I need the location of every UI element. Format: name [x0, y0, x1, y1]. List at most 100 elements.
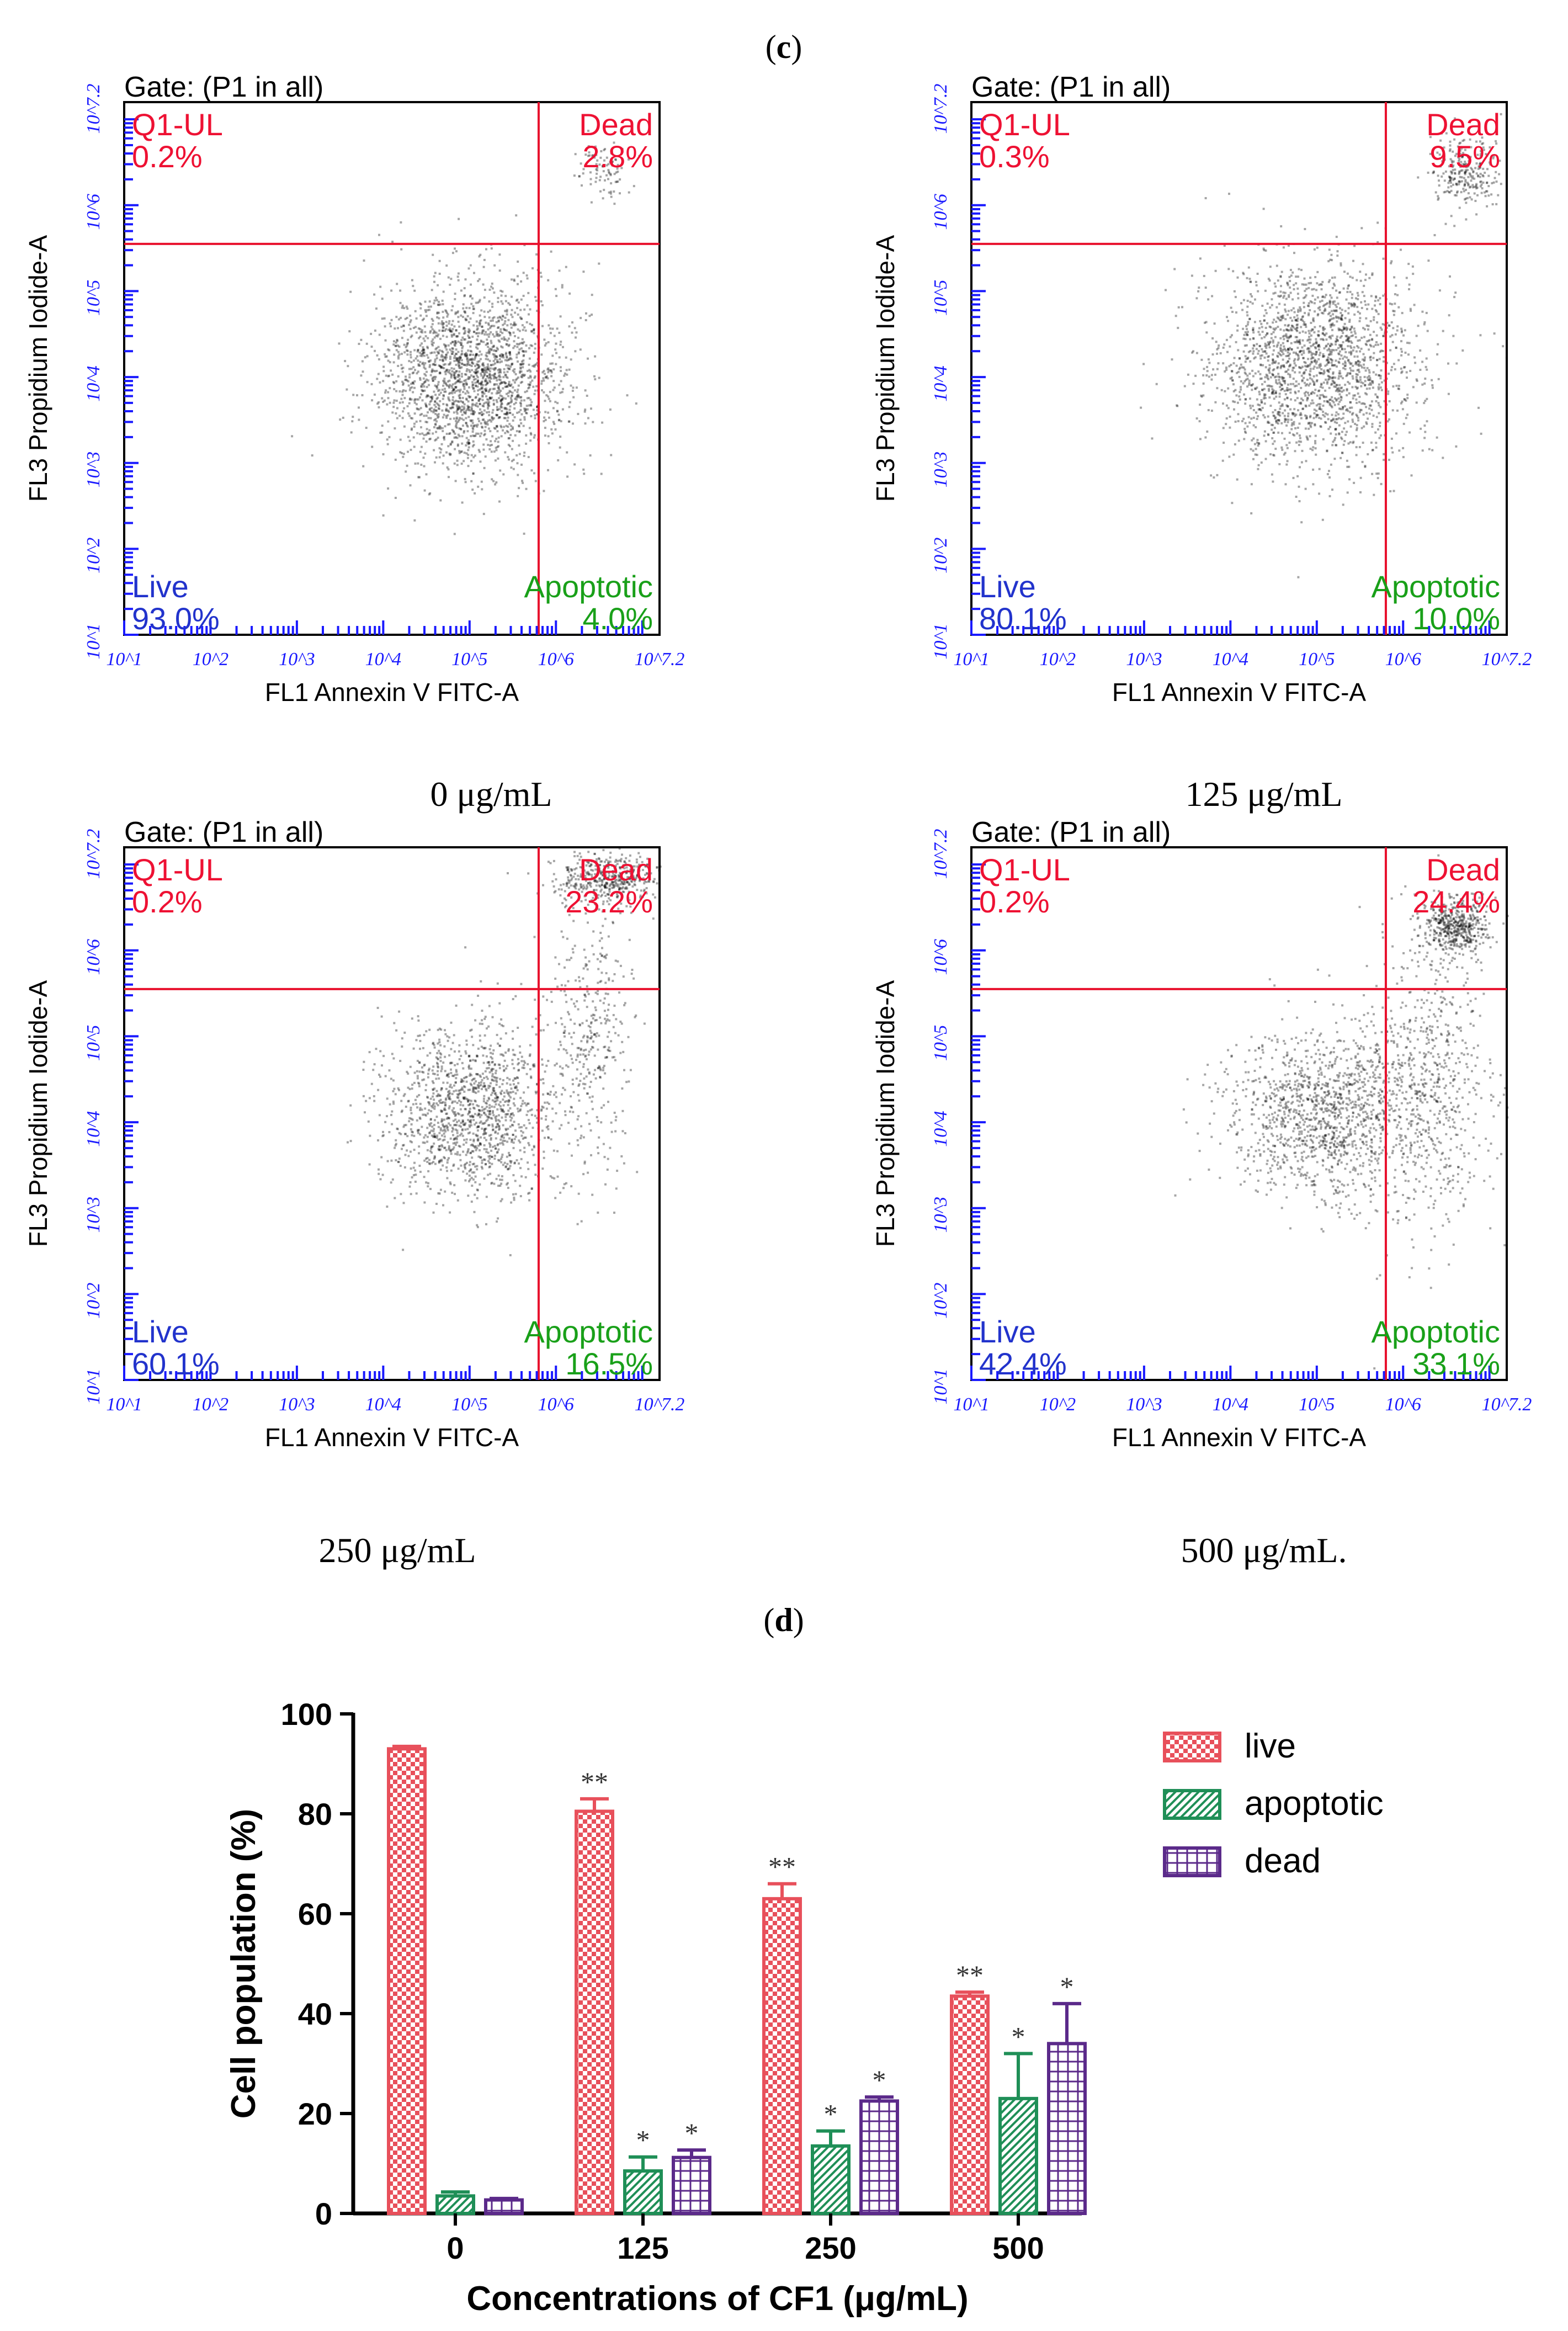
scatter-dot	[1482, 175, 1485, 178]
scatter-dot	[474, 1019, 477, 1022]
scatter-dot	[526, 408, 529, 411]
scatter-dot	[484, 369, 487, 371]
scatter-dot	[1390, 321, 1393, 323]
scatter-dot	[1371, 449, 1374, 452]
scatter-dot	[474, 424, 477, 427]
scatter-dot	[1300, 401, 1303, 404]
scatter-dot	[481, 386, 483, 389]
scatter-dot	[433, 364, 436, 367]
scatter-dot	[1343, 440, 1346, 443]
scatter-dot	[437, 1148, 440, 1150]
scatter-dot	[595, 153, 598, 156]
scatter-dot	[458, 325, 461, 328]
scatter-dot	[1369, 383, 1372, 386]
scatter-dot	[1310, 392, 1313, 395]
scatter-dot	[1253, 344, 1256, 347]
scatter-dot	[1316, 314, 1319, 317]
scatter-dot	[1441, 175, 1443, 178]
scatter-dot	[1313, 392, 1316, 395]
scatter-dot	[522, 373, 525, 376]
scatter-dot	[463, 295, 466, 298]
scatter-dot	[1274, 409, 1277, 411]
scatter-dot	[1455, 445, 1458, 448]
scatter-dot	[1349, 406, 1351, 409]
scatter-dot	[1335, 316, 1338, 319]
scatter-dot	[1282, 353, 1285, 355]
scatter-dot	[461, 397, 464, 399]
scatter-dot	[1333, 284, 1336, 287]
scatter-dot	[1343, 327, 1346, 330]
scatter-dot	[1461, 156, 1464, 158]
scatter-dot	[1390, 262, 1392, 264]
scatter-dot	[453, 400, 456, 403]
scatter-dot	[394, 458, 397, 461]
scatter-dot	[461, 363, 464, 365]
scatter-dot	[1298, 440, 1300, 443]
scatter-dot	[1365, 412, 1368, 415]
scatter-dot	[437, 352, 440, 355]
scatter-dot	[437, 333, 440, 336]
quadrant-name-q1-ul: Q1-UL	[132, 107, 223, 142]
scatter-dot	[1356, 427, 1358, 429]
scatter-dot	[480, 358, 482, 360]
scatter-dot	[1286, 460, 1289, 463]
scatter-dot	[447, 423, 449, 426]
scatter-dot	[1232, 383, 1235, 386]
scatter-dot	[382, 380, 385, 383]
scatter-dot	[1246, 374, 1249, 377]
scatter-dot	[1336, 418, 1338, 421]
scatter-dot	[491, 478, 493, 481]
scatter-dot	[1263, 402, 1266, 405]
scatter-dot	[1252, 437, 1255, 440]
scatter-dot	[545, 1126, 548, 1129]
scatter-dot	[487, 399, 490, 401]
scatter-dot	[516, 346, 519, 348]
scatter-dot	[1347, 359, 1349, 362]
scatter-dot	[1282, 317, 1285, 319]
scatter-dot	[496, 430, 499, 433]
scatter-dot	[1284, 418, 1287, 421]
scatter-dot	[486, 368, 488, 371]
scatter-dot	[459, 355, 461, 358]
scatter-dot	[1437, 198, 1439, 201]
scatter-dot	[1338, 389, 1341, 392]
scatter-dot	[1495, 171, 1497, 173]
scatter-dot	[429, 305, 432, 308]
scatter-dot	[547, 279, 550, 282]
scatter-dot	[506, 412, 509, 415]
scatter-dot	[416, 1119, 418, 1122]
scatter-dot	[1364, 380, 1367, 383]
scatter-dot	[614, 158, 617, 161]
scatter-dot	[430, 317, 433, 320]
scatter-dot	[528, 369, 531, 371]
scatter-dot	[424, 402, 427, 405]
scatter-dot	[1299, 306, 1301, 309]
scatter-dot	[497, 301, 499, 304]
scatter-dot	[490, 339, 492, 342]
scatter-dot	[1279, 275, 1282, 278]
scatter-dot	[455, 410, 458, 413]
scatter-dot	[421, 342, 423, 345]
scatter-dot	[1359, 350, 1362, 353]
scatter-dot	[476, 370, 479, 373]
scatter-dot	[1289, 347, 1291, 349]
scatter-dot	[1411, 265, 1414, 268]
scatter-dot	[1271, 388, 1274, 390]
scatter-dot	[445, 344, 448, 347]
scatter-dot	[1244, 402, 1247, 405]
scatter-dot	[1336, 335, 1338, 338]
scatter-dot	[1252, 344, 1255, 347]
scatter-dot	[1266, 332, 1268, 335]
scatter-dot	[1471, 175, 1474, 178]
scatter-dot	[1379, 297, 1381, 300]
scatter-dot	[1273, 361, 1275, 364]
scatter-dot	[1268, 325, 1271, 328]
scatter-dot	[504, 316, 507, 319]
scatter-dot	[419, 360, 422, 363]
scatter-dot	[1424, 378, 1427, 380]
scatter-dot	[513, 340, 515, 343]
scatter-dot	[437, 390, 439, 392]
scatter-dot	[1454, 172, 1457, 175]
scatter-dot	[438, 372, 441, 375]
scatter-dot	[1287, 405, 1289, 407]
